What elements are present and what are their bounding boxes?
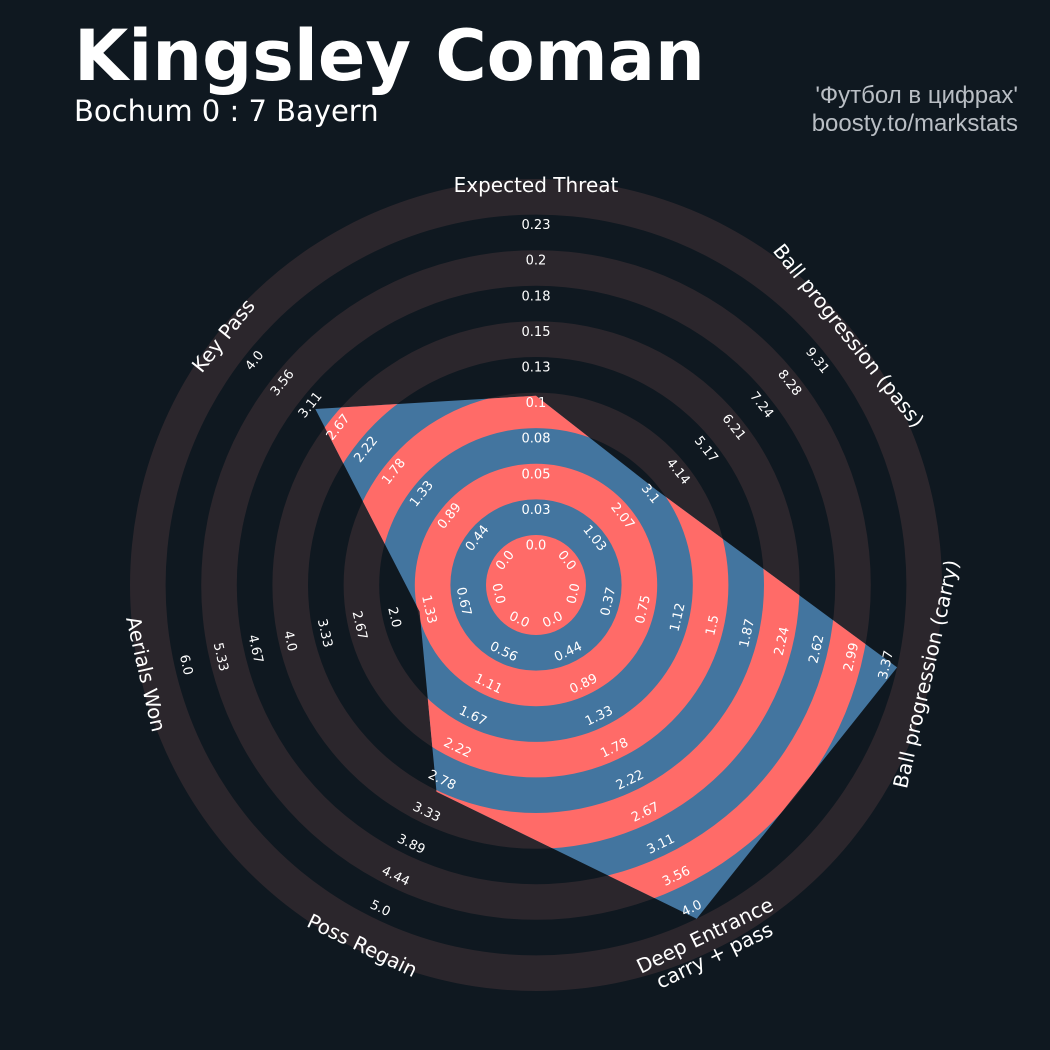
credit-block: 'Футбол в цифрах' boosty.to/markstats bbox=[812, 82, 1018, 138]
tick-label: 3.33 bbox=[314, 618, 335, 650]
tick-label: 3.37 bbox=[876, 649, 897, 681]
tick-label: 1.33 bbox=[418, 594, 439, 626]
tick-label: 0.05 bbox=[522, 467, 551, 482]
tick-label: 0.1 bbox=[526, 396, 547, 411]
tick-label: 5.33 bbox=[210, 641, 231, 673]
tick-label: 0.75 bbox=[633, 594, 654, 626]
tick-label: 0.23 bbox=[522, 218, 551, 233]
parameter-label-line: Expected Threat bbox=[454, 173, 619, 197]
tick-label: 0.03 bbox=[522, 503, 551, 518]
tick-label: 1.87 bbox=[737, 618, 758, 650]
tick-label: 0.67 bbox=[453, 586, 474, 618]
tick-label: 2.62 bbox=[806, 633, 827, 665]
match-subtitle: Bochum 0 : 7 Bayern bbox=[74, 94, 379, 128]
tick-label: 0.13 bbox=[522, 361, 551, 376]
tick-label: 0.2 bbox=[526, 254, 547, 269]
tick-label: 4.0 bbox=[280, 629, 299, 653]
tick-label: 4.67 bbox=[244, 633, 265, 665]
credit-line-2: boosty.to/markstats bbox=[811, 110, 1018, 138]
tick-label: 0.15 bbox=[522, 325, 551, 340]
tick-label: 2.99 bbox=[841, 641, 862, 673]
player-title: Kingsley Coman bbox=[74, 15, 705, 97]
parameter-label: Deep Entrancecarry + pass bbox=[633, 892, 787, 998]
tick-label: 0.0 bbox=[564, 582, 583, 606]
tick-label: 0.0 bbox=[488, 582, 507, 606]
tick-label: 5.0 bbox=[368, 898, 393, 920]
tick-label: 2.0 bbox=[384, 606, 403, 630]
tick-label: 2.67 bbox=[349, 610, 370, 642]
parameter-label: Expected Threat bbox=[454, 173, 619, 197]
polygon-inner-disc bbox=[486, 535, 586, 635]
polygon-ring bbox=[414, 463, 658, 707]
tick-label: 6.0 bbox=[176, 653, 195, 677]
tick-label: 0.18 bbox=[522, 289, 551, 304]
tick-label: 0.37 bbox=[598, 586, 619, 618]
tick-label: 1.5 bbox=[703, 614, 722, 638]
credit-line-1: 'Футбол в цифрах' bbox=[815, 82, 1018, 109]
tick-label: 0.08 bbox=[522, 432, 551, 447]
tick-label: 1.12 bbox=[668, 602, 689, 634]
tick-label: 0.0 bbox=[526, 539, 547, 554]
tick-label: 2.24 bbox=[772, 625, 793, 657]
